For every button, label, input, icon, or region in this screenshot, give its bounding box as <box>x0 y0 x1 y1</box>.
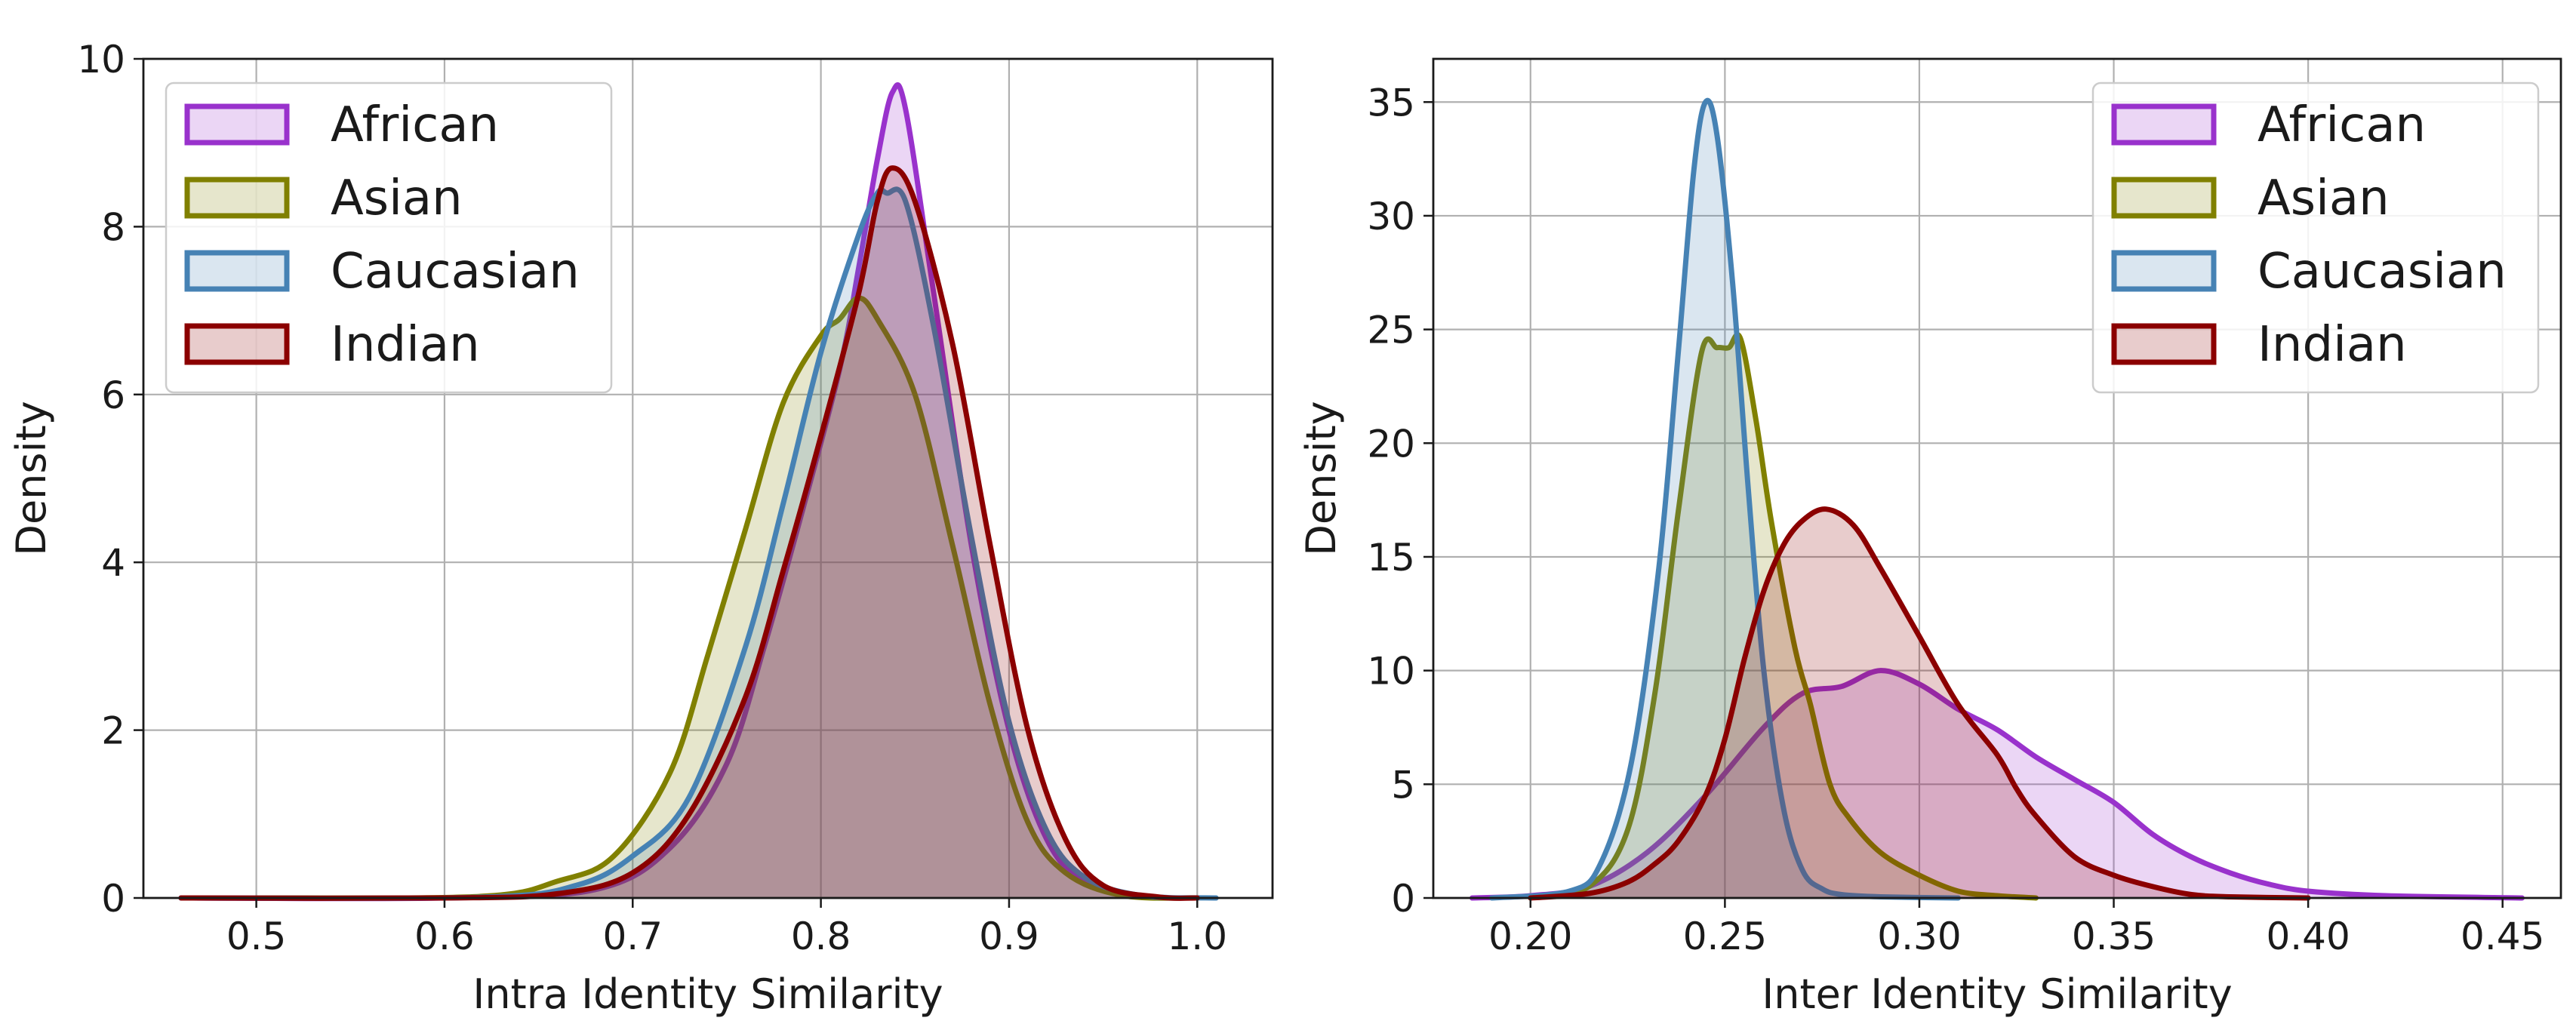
y-tick-label: 2 <box>101 709 125 753</box>
legend-label: Caucasian <box>2257 244 2507 300</box>
legend-box <box>2091 81 2540 394</box>
y-tick-label: 25 <box>1367 309 1415 352</box>
y-tick-label: 20 <box>1367 422 1415 466</box>
density-line-caucasian <box>1488 97 1961 901</box>
legend-swatch-asian <box>2111 177 2217 219</box>
x-axis-label: Intra Identity Similarity <box>472 970 943 1018</box>
x-tick-label: 1.0 <box>1168 915 1228 958</box>
x-tick-label: 0.5 <box>226 915 287 958</box>
legend-swatch-african <box>184 103 290 146</box>
x-tick-label: 0.7 <box>603 915 663 958</box>
legend-box <box>165 81 613 394</box>
legend-swatch-indian <box>184 323 290 365</box>
density-area-african <box>1472 670 2522 898</box>
density-line-asian <box>1528 332 2039 901</box>
y-tick-label: 6 <box>101 374 125 417</box>
x-tick-label: 0.35 <box>2072 915 2156 958</box>
density-area-african <box>180 85 1198 899</box>
legend-swatch-caucasian <box>184 250 290 292</box>
x-tick-label: 0.20 <box>1488 915 1572 958</box>
y-tick-label: 4 <box>101 541 125 585</box>
y-tick-label: 30 <box>1367 195 1415 238</box>
density-line-african <box>1470 668 2525 901</box>
legend-label: African <box>331 97 499 153</box>
legend-label: Indian <box>2257 317 2407 373</box>
legend-label: Indian <box>331 317 480 373</box>
density-line-indian <box>178 165 1200 901</box>
density-line-indian <box>1528 506 2311 901</box>
y-tick-label: 15 <box>1367 536 1415 580</box>
x-tick-label: 0.45 <box>2461 915 2544 958</box>
legend: African Asian Caucasian Indian <box>165 81 613 394</box>
y-tick-label: 0 <box>101 877 125 921</box>
y-axis-label: Density <box>1297 401 1345 555</box>
plot-frame <box>1432 57 2562 899</box>
chart-panel-2: 0.20 0.25 0.30 0.35 0.40 0.45 0 5 10 15 20 25 30 35 In… <box>1297 57 2562 1018</box>
x-tick-label: 0.6 <box>414 915 475 958</box>
legend-label: Caucasian <box>331 244 580 300</box>
legend: African Asian Caucasian Indian <box>2091 81 2540 394</box>
y-tick-label: 0 <box>1391 877 1415 921</box>
density-area-caucasian <box>180 189 1217 899</box>
chart-panel-1: 0.5 0.6 0.7 0.8 0.9 1.0 0 2 4 6 8 10 Intra Identity … <box>8 38 1274 1018</box>
x-tick-label: 0.25 <box>1683 915 1767 958</box>
legend-label: African <box>2257 97 2426 153</box>
y-tick-label: 8 <box>101 205 125 249</box>
x-tick-label: 0.40 <box>2266 915 2350 958</box>
legend-label: Asian <box>2257 171 2390 226</box>
legend-swatch-asian <box>184 177 290 219</box>
density-area-caucasian <box>1491 100 1959 898</box>
density-line-caucasian <box>178 186 1219 901</box>
legend-label: Asian <box>331 171 463 226</box>
legend-swatch-african <box>2111 103 2217 146</box>
density-area-indian <box>1530 509 2309 898</box>
legend-swatch-indian <box>2111 323 2217 365</box>
plot-frame <box>142 57 1274 899</box>
x-axis-label: Inter Identity Similarity <box>1762 970 2232 1018</box>
density-area-asian <box>1530 334 2036 898</box>
y-tick-label: 10 <box>1367 650 1415 693</box>
y-axis-label: Density <box>8 401 55 555</box>
y-tick-label: 10 <box>77 38 125 81</box>
x-tick-label: 0.9 <box>979 915 1039 958</box>
density-area-indian <box>180 168 1198 899</box>
x-tick-label: 0.8 <box>791 915 851 958</box>
x-tick-label: 0.30 <box>1877 915 1961 958</box>
legend-swatch-caucasian <box>2111 250 2217 292</box>
y-tick-label: 35 <box>1367 81 1415 125</box>
y-tick-label: 5 <box>1391 763 1415 807</box>
